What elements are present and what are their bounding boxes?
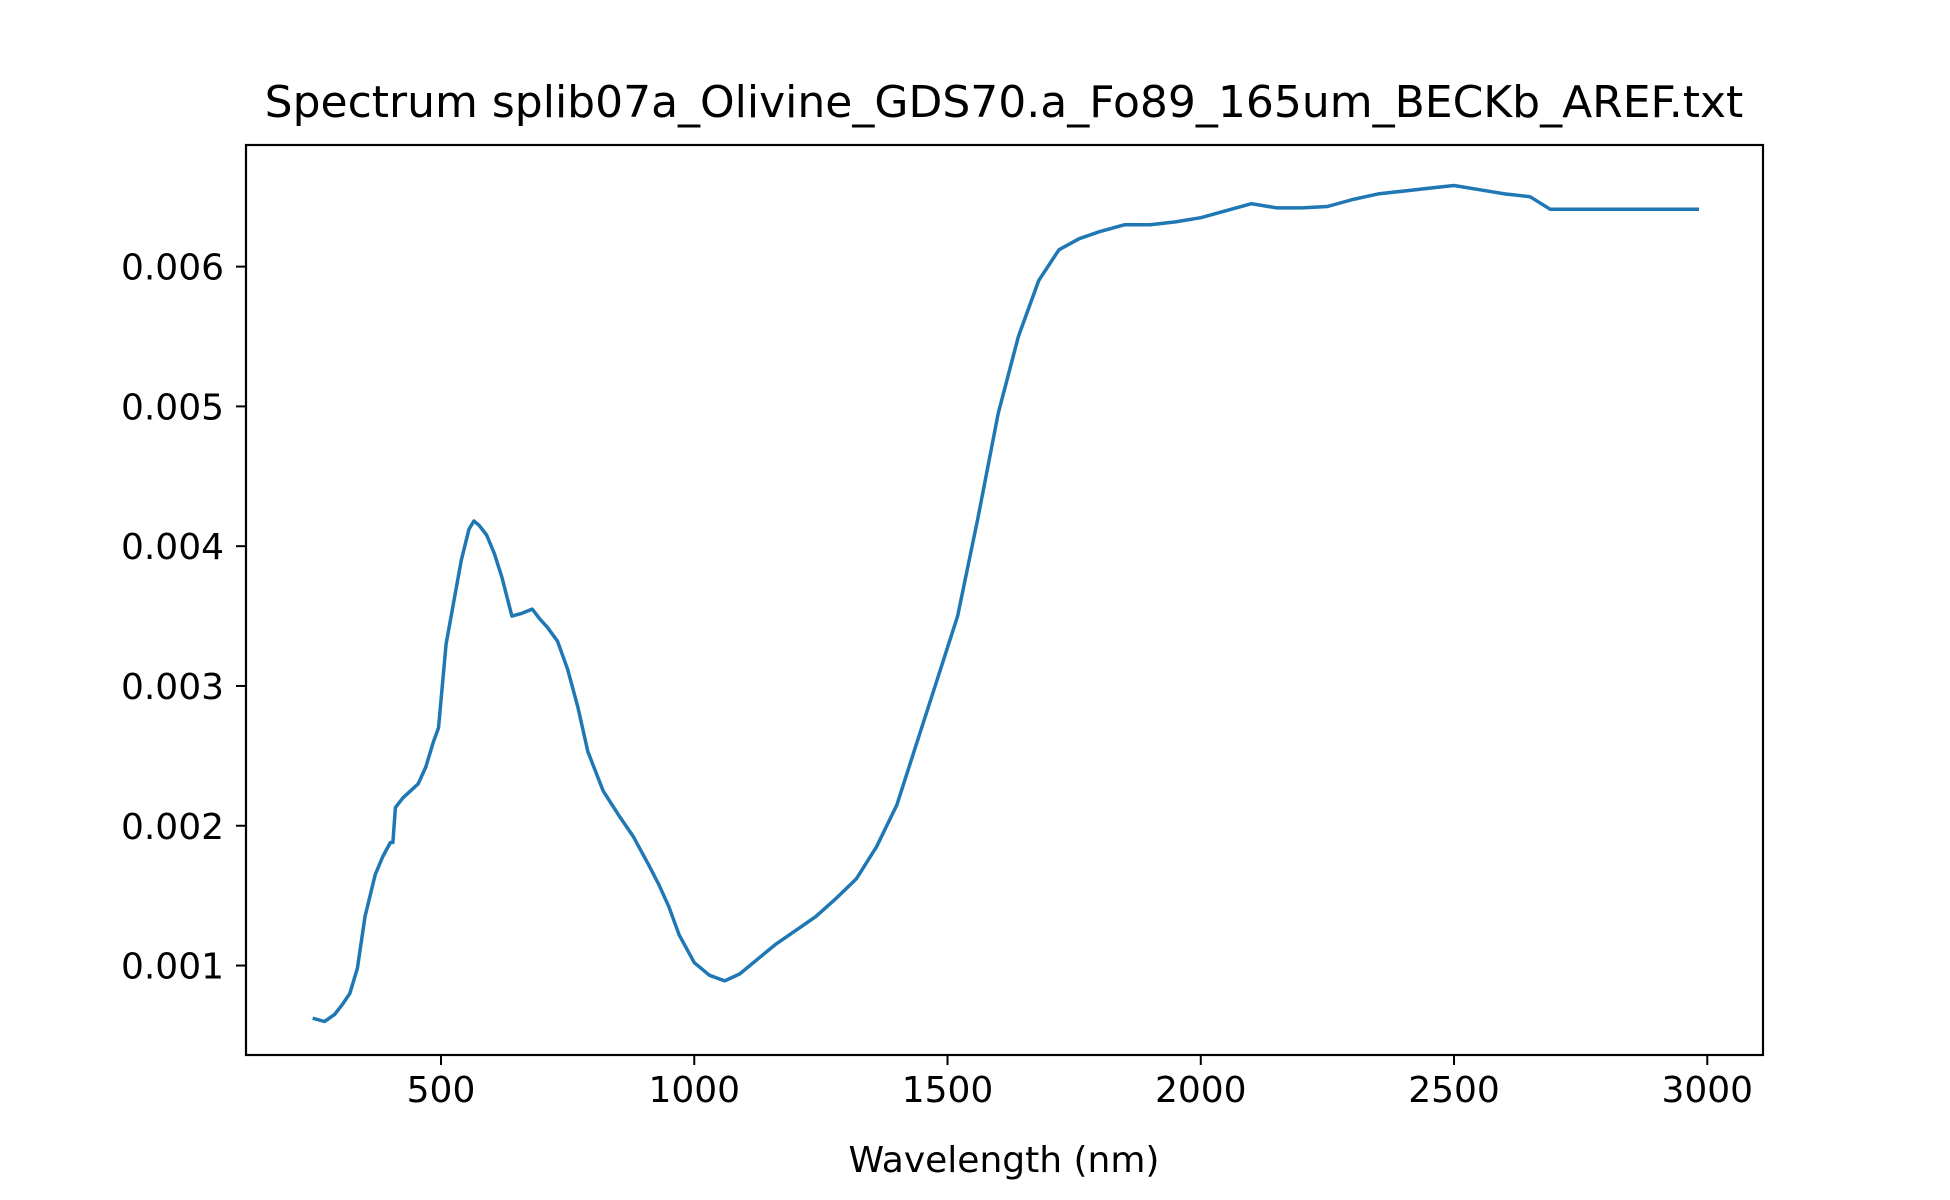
x-tick-label: 1500 [902, 1070, 994, 1111]
x-tick-label: 500 [407, 1070, 476, 1111]
y-tick-label: 0.003 [121, 667, 224, 708]
y-tick-label: 0.002 [121, 807, 224, 848]
x-tick-label: 3000 [1661, 1070, 1753, 1111]
x-tick-label: 1000 [648, 1070, 740, 1111]
x-tick-label: 2000 [1155, 1070, 1247, 1111]
plot-frame [244, 143, 1765, 1057]
y-tick-label: 0.006 [121, 248, 224, 289]
y-tick-label: 0.001 [121, 947, 224, 988]
y-tick-label: 0.005 [121, 387, 224, 428]
series-line-1 [312, 183, 1699, 1024]
plot-area [312, 183, 1699, 1024]
axes: 500 1000 1500 2000 2500 3000 0.001 0.002 0.003 0.… [121, 143, 1765, 1111]
x-tick-label: 2500 [1408, 1070, 1500, 1111]
x-axis-label: Wavelength (nm) [849, 1140, 1160, 1181]
y-tick-label: 0.004 [121, 527, 224, 568]
chart-title: Spectrum splib07a_Olivine_GDS70.a_Fo89_1… [265, 77, 1744, 128]
